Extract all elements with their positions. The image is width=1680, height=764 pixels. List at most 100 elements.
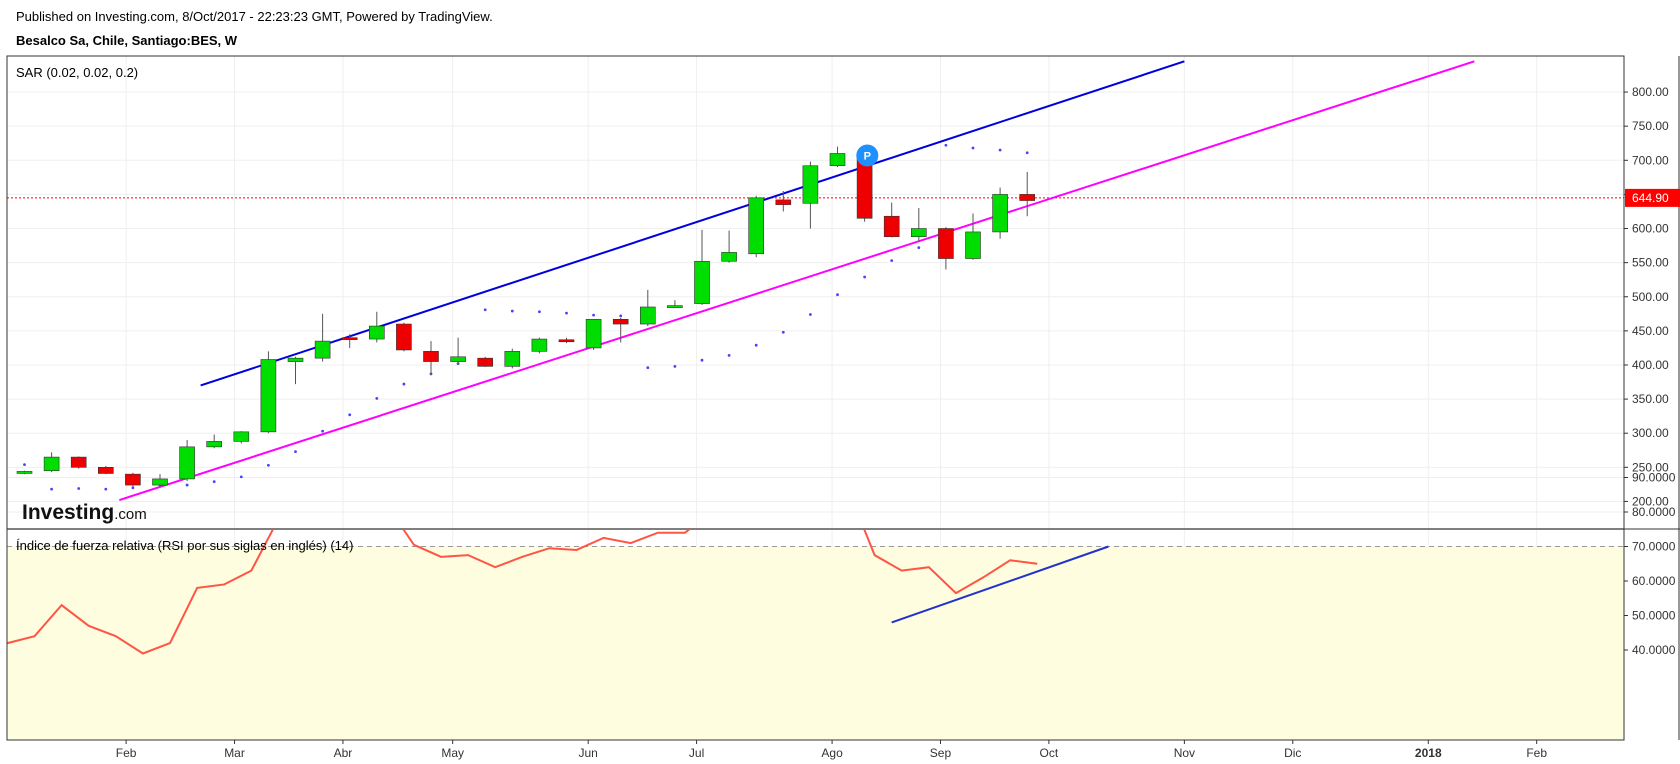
sar-point bbox=[727, 354, 731, 357]
candle bbox=[694, 229, 710, 305]
sar-point bbox=[890, 259, 894, 262]
sar-point bbox=[348, 413, 352, 417]
candle bbox=[450, 337, 466, 365]
candle bbox=[314, 313, 331, 362]
sar-point bbox=[619, 314, 623, 318]
chart-frame bbox=[6, 55, 1625, 741]
p-marker-label: P bbox=[864, 151, 871, 163]
x-tick-label: Jun bbox=[579, 746, 598, 760]
candle bbox=[423, 341, 439, 376]
x-tick-label: Nov bbox=[1174, 746, 1195, 760]
y-tick-label: 250.00 bbox=[1632, 460, 1669, 474]
sar-point bbox=[23, 463, 26, 466]
sar-point bbox=[538, 310, 541, 314]
candle-body bbox=[98, 467, 114, 474]
sar-point bbox=[104, 487, 108, 491]
sar-point bbox=[863, 275, 866, 279]
y-tick-label: 550.00 bbox=[1632, 256, 1669, 270]
candle-body bbox=[450, 356, 466, 362]
candle bbox=[883, 202, 900, 238]
sar-point bbox=[185, 483, 189, 487]
sar-point bbox=[781, 330, 785, 334]
candle bbox=[531, 337, 548, 354]
y-tick-label: 300.00 bbox=[1632, 426, 1669, 440]
rsi-y-axis: 40.0000 50.0000 60.0000 70.0000 80.0000 90.00… bbox=[1624, 471, 1676, 657]
candle-body bbox=[206, 441, 222, 448]
sar-point bbox=[754, 343, 758, 347]
logo-brand: Investing bbox=[22, 501, 114, 524]
x-tick-label: Jul bbox=[689, 746, 704, 760]
y-tick-label: 200.00 bbox=[1632, 494, 1669, 508]
candle bbox=[910, 208, 927, 241]
candle bbox=[775, 190, 792, 212]
sar-point bbox=[646, 366, 650, 370]
x-tick-label: Abr bbox=[334, 746, 353, 760]
sar-point bbox=[944, 143, 948, 147]
candle bbox=[152, 474, 168, 487]
rsi-title: Índice de fuerza relativa (RSI por sus s… bbox=[16, 538, 353, 553]
price-pane: P bbox=[7, 60, 1624, 502]
x-tick-label: Oct bbox=[1040, 746, 1059, 760]
y-tick-label: 50.0000 bbox=[1632, 609, 1676, 623]
candle-body bbox=[883, 215, 900, 238]
candle-body bbox=[585, 318, 602, 349]
sar-point bbox=[321, 429, 324, 433]
sar-point bbox=[402, 382, 406, 386]
candle-body bbox=[694, 260, 710, 304]
candle-body bbox=[477, 357, 494, 367]
sar-point bbox=[809, 313, 812, 316]
p-marker-badge bbox=[856, 144, 879, 167]
last-price-tag bbox=[1625, 188, 1680, 207]
y-tick-label: 800.00 bbox=[1632, 85, 1669, 99]
rsi-range-band bbox=[7, 546, 1624, 740]
candle-body bbox=[43, 456, 60, 472]
candle bbox=[233, 431, 250, 444]
candle bbox=[287, 356, 304, 385]
y-tick-label: 600.00 bbox=[1632, 222, 1669, 236]
sar-point bbox=[1025, 151, 1029, 155]
x-tick-label: Feb bbox=[116, 746, 137, 760]
symbol-title: Besalco Sa, Chile, Santiago:BES, W bbox=[16, 33, 238, 48]
candle bbox=[368, 311, 385, 343]
candle-body bbox=[802, 165, 819, 204]
candle bbox=[260, 351, 277, 434]
candle-body bbox=[152, 478, 168, 486]
x-tick-label: Sep bbox=[930, 746, 952, 760]
y-tick-label: 60.0000 bbox=[1632, 574, 1676, 588]
y-tick-label: 700.00 bbox=[1632, 153, 1669, 167]
candle-body bbox=[260, 359, 277, 433]
sar-point bbox=[483, 308, 487, 312]
candle-body bbox=[396, 323, 412, 351]
y-tick-label: 80.0000 bbox=[1632, 505, 1676, 519]
y-tick-label: 750.00 bbox=[1632, 119, 1669, 133]
candle bbox=[341, 334, 358, 348]
y-tick-label: 450.00 bbox=[1632, 324, 1669, 338]
last-price-label: 644.90 bbox=[1632, 191, 1669, 205]
sar-point bbox=[836, 293, 839, 297]
candle bbox=[965, 213, 981, 260]
candle-body bbox=[368, 325, 385, 340]
candle-body bbox=[910, 228, 927, 238]
sar-point bbox=[592, 313, 595, 317]
sar-point bbox=[673, 364, 677, 368]
y-tick-label: 70.0000 bbox=[1632, 540, 1676, 554]
x-tick-label: Ago bbox=[821, 746, 843, 760]
x-tick-label: Dic bbox=[1284, 746, 1301, 760]
investing-logo: Investing.com bbox=[22, 501, 147, 524]
candle bbox=[938, 227, 954, 270]
candle-body bbox=[748, 197, 765, 255]
candle bbox=[748, 195, 765, 258]
candle-body bbox=[70, 456, 87, 468]
candle-body bbox=[612, 318, 629, 325]
lower-channel-line bbox=[119, 60, 1475, 502]
candle-body bbox=[721, 252, 737, 262]
sar-point bbox=[917, 246, 921, 250]
sar-point bbox=[131, 486, 135, 490]
candle bbox=[125, 472, 141, 487]
y-tick-label: 500.00 bbox=[1632, 290, 1669, 304]
sar-indicator-label: SAR (0.02, 0.02, 0.2) bbox=[16, 65, 138, 80]
x-axis: Feb Mar Abr May Jun Jul Ago Sep Oct Nov Dic 2018 Feb bbox=[116, 740, 1547, 760]
candle bbox=[1019, 171, 1036, 217]
candle-body bbox=[125, 473, 141, 486]
